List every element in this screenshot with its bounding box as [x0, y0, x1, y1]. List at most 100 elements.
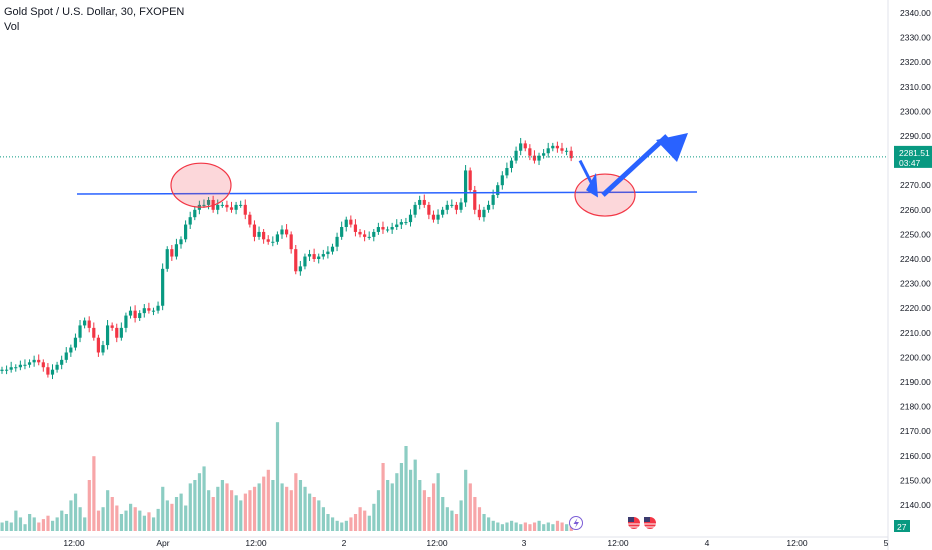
volume-bar: [28, 514, 32, 531]
volume-bar: [46, 515, 50, 531]
candle-body: [482, 209, 486, 218]
volume-bar: [487, 517, 491, 531]
price-tick-label: 2320.00: [900, 57, 931, 67]
volume-bar: [565, 524, 569, 531]
volume-bar: [445, 507, 449, 531]
grid: [0, 0, 889, 550]
volume-bar: [133, 507, 137, 531]
volume-bar: [326, 514, 330, 531]
volume-tag[interactable]: [894, 520, 910, 532]
volume-bar: [477, 507, 482, 531]
volume-bar: [161, 486, 165, 531]
candle-body: [408, 214, 413, 223]
volume-bar: [459, 500, 463, 531]
candle-body: [138, 313, 142, 319]
volume-bar: [532, 522, 537, 531]
candle-body: [23, 364, 27, 366]
candle-body: [4, 369, 9, 371]
candle-body: [307, 254, 312, 257]
volume-bar: [422, 490, 426, 531]
volume-bar: [280, 483, 284, 531]
volume-bar: [220, 480, 225, 531]
symbol-title: Gold Spot / U.S. Dollar, 30, FXOPEN: [4, 6, 185, 18]
candle-body: [413, 204, 417, 215]
candle-body: [363, 234, 367, 237]
price-tick-label: 2220.00: [900, 303, 931, 313]
volume-bar: [101, 507, 105, 531]
volume-bar: [96, 510, 101, 531]
down-arrow-head[interactable]: [586, 172, 598, 198]
candle-body: [0, 369, 4, 371]
candle-body: [560, 148, 564, 151]
candle-body: [376, 227, 380, 232]
volume-bar: [197, 473, 202, 531]
candle-body: [101, 345, 105, 353]
candle-body: [229, 207, 234, 210]
candle-body: [436, 214, 440, 220]
volume-bar: [376, 490, 381, 531]
price-tick-label: 2330.00: [900, 33, 931, 43]
volume-bar: [330, 517, 335, 531]
candle-body: [454, 204, 459, 210]
volume-bar: [344, 520, 348, 531]
candle-body: [564, 150, 569, 152]
last-price-tag[interactable]: [894, 145, 932, 168]
candle-body: [496, 185, 500, 196]
candle-body: [188, 217, 192, 225]
volume-bar: [450, 510, 454, 531]
volume-bar: [285, 486, 289, 531]
up-arrow-head[interactable]: [656, 133, 688, 162]
candle-body: [252, 224, 257, 237]
event-markers[interactable]: [569, 516, 657, 530]
candle-body: [202, 204, 206, 206]
price-tick-label: 2150.00: [900, 475, 931, 485]
candle-body: [83, 320, 87, 326]
candle-body: [395, 224, 399, 228]
candle-body: [179, 239, 183, 245]
volume-bar: [335, 520, 339, 531]
price-tick-label: 2210.00: [900, 328, 931, 338]
candle-body: [239, 204, 243, 206]
volume-bar: [32, 517, 36, 531]
up-arrow[interactable]: [601, 134, 669, 197]
volume-value: 27: [897, 522, 907, 532]
price-axis[interactable]: 2140.00 2150.00 2160.00 2170.00 2180.00 2190.…: [894, 8, 932, 532]
volume-bar: [500, 524, 505, 531]
volume-bar: [551, 524, 555, 531]
volume-bar: [413, 459, 417, 531]
candle-body: [174, 244, 179, 257]
price-tick-label: 2160.00: [900, 451, 931, 461]
volume-bar: [289, 490, 293, 531]
volume-bar: [514, 522, 518, 531]
volume-bar: [386, 480, 390, 531]
volume-bar: [482, 514, 486, 531]
candle-body: [450, 204, 454, 206]
price-tick-label: 2170.00: [900, 426, 931, 436]
volume-legend: Vol: [4, 21, 20, 33]
time-axis[interactable]: 12:00 Apr 12:00 2 12:00 3 12:00 4 12:00 5: [63, 538, 888, 548]
candle-body: [243, 204, 247, 215]
candle-body: [280, 229, 284, 235]
resistance-circle[interactable]: [170, 162, 232, 208]
volume-bar: [23, 524, 27, 531]
candle-body: [206, 199, 211, 205]
volume-bar: [170, 503, 174, 531]
volume-bar: [41, 519, 46, 531]
volume-bar: [5, 520, 9, 531]
candle-body: [330, 246, 335, 252]
volume-bar: [409, 469, 413, 531]
volume-bar: [142, 515, 146, 531]
volume-bar: [110, 497, 114, 531]
volume-bar: [528, 524, 532, 531]
time-tick-label: 3: [522, 538, 527, 548]
annotations[interactable]: [76, 133, 698, 217]
candle-body: [542, 153, 546, 156]
volume-bar: [404, 446, 408, 531]
volume-bar: [124, 510, 128, 531]
volume-bar: [55, 517, 59, 531]
volume-bar: [381, 463, 385, 531]
candle-body: [32, 359, 36, 363]
candle-body: [294, 249, 298, 272]
volume-bar: [179, 493, 183, 531]
